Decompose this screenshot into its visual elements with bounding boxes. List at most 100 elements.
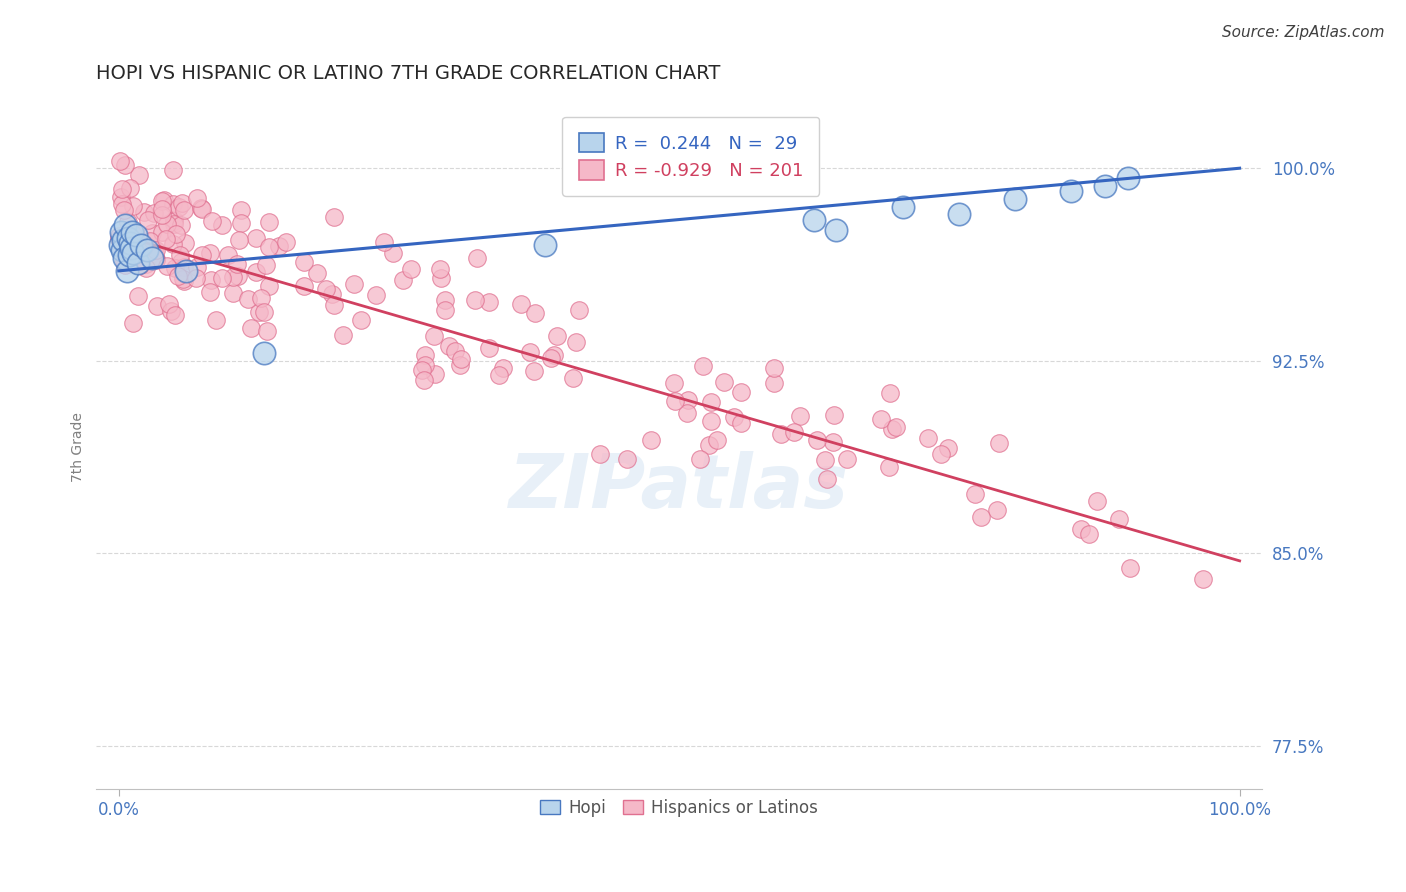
Point	[125, 235, 148, 249]
Point	[825, 223, 848, 237]
Point	[156, 217, 179, 231]
Point	[245, 231, 267, 245]
Point	[332, 328, 354, 343]
Point	[146, 299, 169, 313]
Point	[350, 313, 373, 327]
Text: HOPI VS HISPANIC OR LATINO 7TH GRADE CORRELATION CHART: HOPI VS HISPANIC OR LATINO 7TH GRADE COR…	[97, 64, 721, 83]
Point	[145, 243, 167, 257]
Point	[205, 312, 228, 326]
Point	[117, 215, 139, 229]
Point	[568, 302, 591, 317]
Point	[166, 269, 188, 284]
Point	[110, 189, 132, 203]
Point	[236, 293, 259, 307]
Point	[676, 392, 699, 407]
Point	[201, 214, 224, 228]
Point	[122, 199, 145, 213]
Point	[163, 261, 186, 276]
Point	[936, 441, 959, 455]
Point	[198, 246, 221, 260]
Point	[150, 194, 173, 208]
Point	[112, 253, 135, 268]
Point	[141, 251, 163, 265]
Point	[186, 191, 208, 205]
Point	[789, 409, 811, 423]
Point	[114, 259, 136, 273]
Point	[211, 218, 233, 232]
Point	[1004, 192, 1026, 206]
Point	[700, 414, 723, 428]
Point	[173, 260, 195, 274]
Point	[240, 321, 263, 335]
Point	[124, 227, 146, 241]
Point	[120, 241, 142, 255]
Point	[259, 215, 281, 229]
Point	[510, 296, 533, 310]
Point	[135, 244, 157, 258]
Legend: Hopi, Hispanics or Latinos: Hopi, Hispanics or Latinos	[533, 792, 825, 823]
Point	[401, 262, 423, 277]
Y-axis label: 7th Grade: 7th Grade	[72, 412, 86, 482]
Point	[1085, 494, 1108, 508]
Point	[157, 297, 180, 311]
Point	[226, 269, 249, 284]
Point	[478, 341, 501, 355]
Point	[257, 240, 280, 254]
Point	[450, 351, 472, 366]
Point	[165, 308, 187, 322]
Point	[150, 202, 173, 216]
Point	[118, 248, 141, 262]
Point	[1108, 512, 1130, 526]
Point	[198, 285, 221, 299]
Point	[247, 304, 270, 318]
Point	[880, 422, 903, 436]
Point	[783, 425, 806, 439]
Point	[970, 510, 993, 524]
Point	[713, 376, 735, 390]
Point	[124, 227, 146, 242]
Point	[412, 373, 434, 387]
Point	[769, 427, 792, 442]
Point	[430, 271, 453, 285]
Point	[167, 200, 190, 214]
Point	[229, 203, 252, 218]
Point	[127, 256, 149, 270]
Point	[523, 364, 546, 378]
Point	[877, 460, 900, 475]
Point	[159, 304, 181, 318]
Point	[163, 212, 186, 227]
Point	[139, 234, 162, 248]
Point	[150, 225, 173, 239]
Point	[163, 217, 186, 231]
Point	[391, 273, 413, 287]
Point	[415, 358, 437, 372]
Point	[963, 487, 986, 501]
Point	[259, 278, 281, 293]
Point	[1078, 527, 1101, 541]
Point	[108, 232, 131, 246]
Point	[823, 408, 845, 422]
Point	[444, 344, 467, 359]
Point	[439, 339, 461, 353]
Point	[492, 361, 515, 376]
Point	[162, 196, 184, 211]
Point	[323, 211, 346, 225]
Point	[173, 202, 195, 217]
Point	[429, 262, 451, 277]
Point	[111, 244, 134, 258]
Point	[145, 252, 167, 267]
Point	[129, 238, 152, 252]
Point	[267, 238, 290, 252]
Point	[162, 163, 184, 178]
Point	[730, 416, 752, 430]
Point	[488, 368, 510, 383]
Point	[112, 251, 135, 265]
Point	[540, 351, 562, 366]
Point	[143, 251, 166, 265]
Point	[616, 452, 638, 467]
Point	[803, 212, 825, 227]
Point	[464, 293, 486, 308]
Point	[170, 196, 193, 211]
Point	[127, 289, 149, 303]
Point	[700, 394, 723, 409]
